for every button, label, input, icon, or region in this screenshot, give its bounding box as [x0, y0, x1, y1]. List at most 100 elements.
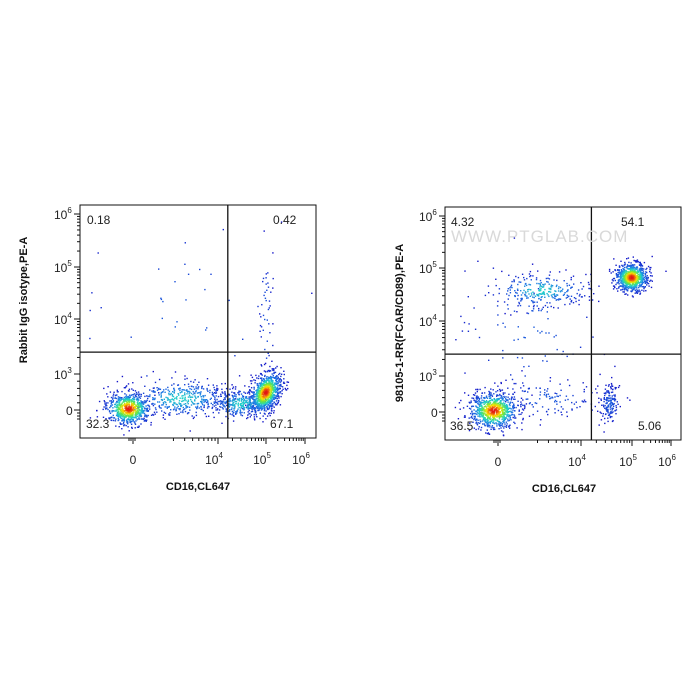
event-dot [502, 322, 504, 324]
event-dot [138, 399, 140, 401]
event-dot [531, 404, 533, 406]
event-dot [502, 434, 505, 436]
event-dot [273, 382, 275, 384]
event-dot [119, 397, 121, 399]
event-dot [491, 399, 494, 402]
event-dot [231, 410, 234, 413]
event-dot [640, 269, 642, 271]
event-dot [547, 408, 550, 411]
event-dot [246, 402, 248, 404]
event-dot [116, 380, 119, 383]
event-dot [598, 300, 600, 303]
event-dot [184, 375, 186, 377]
event-dot [605, 413, 607, 415]
event-dot [513, 279, 515, 281]
event-dot [130, 394, 132, 397]
event-dot [500, 427, 502, 429]
event-dot [502, 414, 504, 416]
event-dot [507, 414, 509, 416]
event-dot [259, 384, 261, 387]
event-dot [137, 410, 139, 412]
event-dot [189, 388, 191, 390]
event-dot [260, 396, 262, 398]
event-dot [134, 412, 137, 414]
event-dot [258, 387, 260, 390]
event-dot [112, 393, 115, 395]
event-dot [480, 426, 483, 429]
event-dot [579, 346, 582, 348]
event-dot [502, 393, 505, 395]
event-dot [173, 390, 176, 392]
event-dot [503, 402, 505, 404]
event-dot [501, 405, 503, 407]
event-dot [247, 406, 250, 408]
event-dot [265, 395, 267, 398]
event-dot [629, 277, 631, 279]
event-dot [544, 304, 547, 307]
event-dot [255, 413, 257, 416]
event-dot [106, 404, 108, 407]
event-dot [544, 283, 546, 285]
event-dot [174, 281, 176, 283]
event-dot [556, 284, 558, 286]
event-dot [111, 404, 114, 406]
event-dot [225, 400, 228, 402]
event-dot [639, 284, 641, 287]
event-dot [161, 410, 163, 412]
event-dot [488, 409, 491, 411]
event-dot [195, 386, 197, 388]
event-dot [203, 399, 205, 401]
event-dot [168, 405, 170, 408]
event-dot [265, 406, 268, 408]
event-dot [516, 288, 519, 290]
event-dot [637, 271, 639, 273]
event-dot [262, 388, 264, 390]
event-dot [486, 418, 489, 420]
event-dot [540, 296, 542, 298]
event-dot [173, 402, 175, 405]
event-dot [516, 356, 519, 359]
event-dot [608, 391, 610, 394]
event-dot [617, 386, 620, 389]
event-dot [628, 278, 630, 280]
event-dot [130, 400, 132, 402]
event-dot [485, 413, 487, 416]
event-dot [627, 270, 629, 273]
event-dot [525, 403, 528, 405]
event-dot [205, 329, 207, 331]
event-dot [567, 295, 570, 297]
event-dot [258, 395, 260, 397]
event-dot [554, 408, 556, 410]
event-dot [147, 404, 149, 406]
event-dot [172, 395, 175, 398]
event-dot [264, 404, 267, 406]
event-dot [497, 300, 499, 303]
event-dot [493, 409, 496, 412]
event-dot [630, 262, 632, 264]
event-dot [145, 409, 148, 411]
event-dot [479, 401, 481, 403]
event-dot [495, 278, 497, 280]
event-dot [264, 394, 266, 396]
event-dot [258, 393, 261, 396]
event-dot [113, 410, 115, 412]
event-dot [494, 418, 496, 420]
event-dot [275, 367, 277, 369]
event-dot [262, 421, 264, 423]
event-dot [618, 286, 620, 288]
y-tick-label: 103 [419, 368, 437, 384]
event-dot [248, 404, 250, 406]
event-dot [263, 395, 265, 397]
event-dot [132, 408, 135, 410]
event-dot [509, 292, 512, 294]
event-dot [171, 398, 174, 400]
event-dot [636, 283, 638, 285]
event-dot [132, 418, 134, 421]
event-dot [627, 273, 630, 275]
event-dot [190, 404, 193, 406]
event-dot [158, 405, 160, 408]
event-dot [553, 306, 555, 309]
event-dot [200, 401, 203, 404]
event-dot [639, 270, 641, 272]
event-dot [222, 392, 224, 394]
